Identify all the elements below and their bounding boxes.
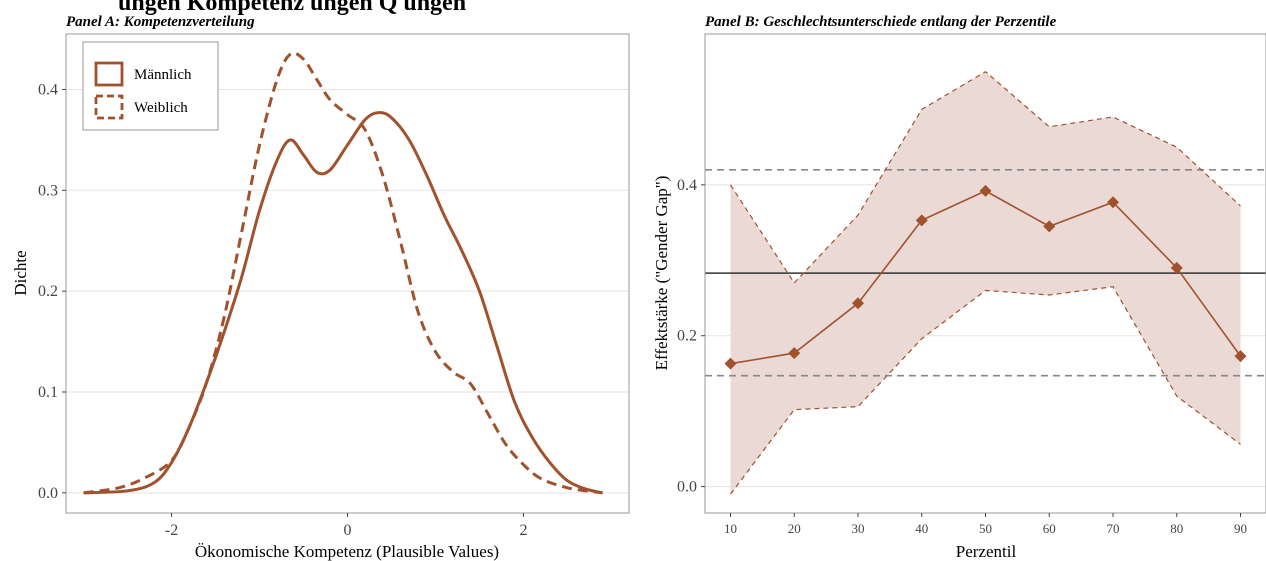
- gender-gap-point: [979, 184, 992, 197]
- panel-b-ribbon: [730, 71, 1241, 495]
- panel-a: Panel A: Kompetenzverteilung 0.00.10.20.…: [11, 14, 630, 561]
- panel-b-points: [724, 184, 1247, 370]
- panel-b-ytick-label: 0.0: [677, 479, 697, 496]
- panel-b-xtick-label: 30: [852, 521, 865, 536]
- panel-b-reference-lines: [705, 168, 1266, 377]
- gender-gap-point: [1170, 261, 1183, 274]
- upper-bound-line: [729, 70, 1241, 284]
- legend-key-maennlich: [94, 61, 124, 87]
- gender-gap-point: [915, 214, 928, 227]
- panel-a-xtick-label: 2: [519, 522, 527, 539]
- panel-b-ytick-label: 0.2: [677, 328, 697, 345]
- panel-b-xtick-label: 10: [724, 521, 737, 536]
- panel-b-ylabel: Effektstärke ("Gender Gap"): [652, 176, 671, 371]
- panel-b-xtick-label: 70: [1107, 521, 1120, 536]
- panel-a-legend: Männlich Weiblich: [82, 41, 219, 131]
- gender-gap-point: [1234, 350, 1247, 363]
- panel-b-xtick-label: 80: [1170, 521, 1183, 536]
- panel-a-ytick-label: 0.3: [38, 182, 58, 199]
- panel-b-xlabel: Perzentil: [956, 542, 1017, 561]
- panel-b-ytick-label: 0.4: [677, 177, 697, 194]
- legend-key-weiblich: [94, 94, 124, 120]
- panel-b-xtick-label: 20: [788, 521, 801, 536]
- density-line-mnnlich: [83, 111, 603, 495]
- panel-a-title: Panel A: Kompetenzverteilung: [66, 14, 255, 30]
- panel-a-density-lines: [83, 51, 603, 495]
- gender-gap-point: [788, 347, 801, 360]
- panel-a-xtick-label: 0: [344, 522, 352, 539]
- gender-gap-point: [1107, 196, 1119, 209]
- panel-b: Panel B: Geschlechtsunterschiede entlang…: [652, 14, 1266, 561]
- confidence-ribbon: [730, 71, 1241, 495]
- figure-title-fragment: ungen Kompetenz ungen Q ungen: [118, 0, 466, 16]
- panel-a-ytick-label: 0.4: [38, 81, 58, 98]
- panel-a-ticks: 0.0 0.1 0.2 0.3 0.4 -2 0 2: [38, 81, 527, 539]
- panel-b-xtick-label: 50: [979, 521, 992, 536]
- panel-b-xtick-label: 40: [915, 521, 928, 536]
- panel-b-xtick-label: 90: [1234, 521, 1247, 536]
- panel-a-xtick-label: -2: [165, 522, 178, 539]
- legend-label-maennlich: Männlich: [134, 67, 192, 83]
- panel-b-ticks: 0.0 0.2 0.4 10 20 30 40 50 60 70 80 90: [677, 177, 1247, 536]
- panel-a-gridlines: [66, 88, 629, 494]
- panel-b-title: Panel B: Geschlechtsunterschiede entlang…: [705, 14, 1057, 30]
- panel-a-ylabel: Dichte: [11, 250, 30, 295]
- panel-a-ytick-label: 0.1: [38, 384, 58, 401]
- gender-gap-point: [724, 357, 737, 370]
- lower-bound-line: [730, 286, 1241, 495]
- panel-a-xlabel: Ökonomische Kompetenz (Plausible Values): [195, 542, 499, 561]
- panel-a-ytick-label: 0.0: [38, 485, 58, 502]
- panel-a-ytick-label: 0.2: [38, 283, 58, 300]
- legend-label-weiblich: Weiblich: [134, 100, 188, 116]
- gender-gap-point: [1043, 220, 1056, 233]
- gender-gap-point: [852, 297, 864, 310]
- panel-b-xtick-label: 60: [1043, 521, 1056, 536]
